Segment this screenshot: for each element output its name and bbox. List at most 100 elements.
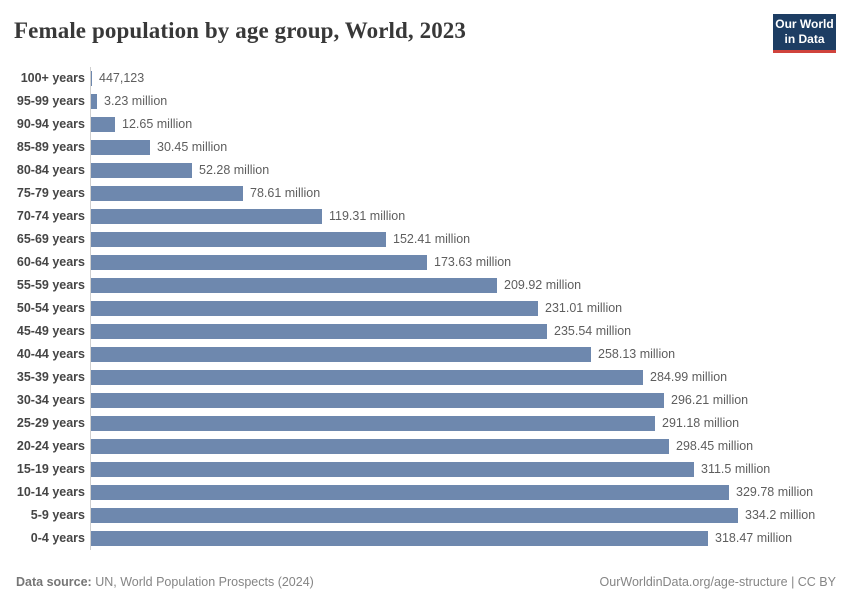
bar-track: 152.41 million [90, 228, 836, 251]
category-label: 45-49 years [16, 324, 85, 338]
bar-row: 10-14 years 329.78 million [14, 481, 836, 504]
bar [91, 485, 729, 500]
value-label: 3.23 million [104, 94, 168, 108]
bar [91, 531, 708, 546]
bar-track: 447,123 [90, 67, 836, 90]
bar [91, 439, 669, 454]
data-source-label: Data source: [16, 575, 92, 589]
owid-logo: Our World in Data [773, 14, 836, 53]
category-label: 70-74 years [16, 209, 85, 223]
value-label: 447,123 [99, 71, 145, 85]
bar [91, 94, 97, 109]
bar-track: 173.63 million [90, 251, 836, 274]
bar-track: 311.5 million [90, 458, 836, 481]
value-label: 334.2 million [745, 508, 816, 522]
bar-row: 30-34 years 296.21 million [14, 389, 836, 412]
chart-header: Female population by age group, World, 2… [14, 14, 836, 62]
bar-track: 3.23 million [90, 90, 836, 113]
bar [91, 140, 150, 155]
bar-track: 296.21 million [90, 389, 836, 412]
bar-track: 284.99 million [90, 366, 836, 389]
value-label: 231.01 million [545, 301, 623, 315]
bar-track: 329.78 million [90, 481, 836, 504]
bar-row: 0-4 years 318.47 million [14, 527, 836, 550]
value-label: 173.63 million [434, 255, 512, 269]
category-label: 10-14 years [16, 485, 85, 499]
category-label: 20-24 years [16, 439, 85, 453]
value-label: 311.5 million [701, 462, 771, 476]
bar-track: 318.47 million [90, 527, 836, 550]
bar-track: 12.65 million [90, 113, 836, 136]
bar-row: 45-49 years 235.54 million [14, 320, 836, 343]
bar [91, 186, 243, 201]
bar-row: 25-29 years 291.18 million [14, 412, 836, 435]
category-label: 75-79 years [16, 186, 85, 200]
value-label: 152.41 million [393, 232, 471, 246]
bar [91, 232, 386, 247]
category-label: 0-4 years [30, 531, 85, 545]
bar [91, 462, 694, 477]
bar-row: 90-94 years 12.65 million [14, 113, 836, 136]
bar [91, 117, 115, 132]
category-label: 50-54 years [16, 301, 85, 315]
value-label: 209.92 million [504, 278, 582, 292]
bar-track: 334.2 million [90, 504, 836, 527]
bar-track: 209.92 million [90, 274, 836, 297]
bar [91, 324, 547, 339]
category-label: 95-99 years [16, 94, 85, 108]
data-source-note: Data source: UN, World Population Prospe… [16, 575, 314, 589]
bar [91, 163, 192, 178]
bar-row: 40-44 years 258.13 million [14, 343, 836, 366]
bar-row: 85-89 years 30.45 million [14, 136, 836, 159]
owid-logo-line1: Our World [775, 17, 834, 31]
bar [91, 508, 738, 523]
value-label: 318.47 million [715, 531, 793, 545]
category-label: 80-84 years [16, 163, 85, 177]
bar-row: 55-59 years 209.92 million [14, 274, 836, 297]
category-label: 55-59 years [16, 278, 85, 292]
chart-footer: Data source: UN, World Population Prospe… [16, 575, 836, 589]
value-label: 291.18 million [662, 416, 740, 430]
value-label: 296.21 million [671, 393, 749, 407]
bar-row: 70-74 years 119.31 million [14, 205, 836, 228]
bar-row: 80-84 years 52.28 million [14, 159, 836, 182]
category-label: 85-89 years [16, 140, 85, 154]
bar-track: 119.31 million [90, 205, 836, 228]
category-label: 40-44 years [16, 347, 85, 361]
value-label: 284.99 million [650, 370, 728, 384]
bar-rows: 100+ years 447,123 95-99 years 3.23 million… [14, 67, 836, 550]
bar [91, 278, 497, 293]
bar-row: 20-24 years 298.45 million [14, 435, 836, 458]
bar [91, 416, 655, 431]
category-label: 5-9 years [30, 508, 85, 522]
bar-track: 78.61 million [90, 182, 836, 205]
bar [91, 209, 322, 224]
bar-row: 5-9 years 334.2 million [14, 504, 836, 527]
value-label: 78.61 million [250, 186, 321, 200]
chart-title: Female population by age group, World, 2… [14, 18, 467, 43]
data-source-value: UN, World Population Prospects (2024) [91, 575, 314, 589]
value-label: 119.31 million [329, 209, 406, 223]
category-label: 65-69 years [16, 232, 85, 246]
value-label: 12.65 million [122, 117, 193, 131]
value-label: 329.78 million [736, 485, 814, 499]
bar [91, 370, 643, 385]
bar-row: 60-64 years 173.63 million [14, 251, 836, 274]
value-label: 235.54 million [554, 324, 632, 338]
bar [91, 347, 591, 362]
value-label: 258.13 million [598, 347, 676, 361]
bar-row: 100+ years 447,123 [14, 67, 836, 90]
bar [91, 393, 664, 408]
category-label: 25-29 years [16, 416, 85, 430]
bar-row: 50-54 years 231.01 million [14, 297, 836, 320]
bar-row: 65-69 years 152.41 million [14, 228, 836, 251]
bar [91, 255, 427, 270]
category-label: 60-64 years [16, 255, 85, 269]
category-label: 35-39 years [16, 370, 85, 384]
bar [91, 301, 538, 316]
bar-track: 52.28 million [90, 159, 836, 182]
category-label: 90-94 years [16, 117, 85, 131]
value-label: 30.45 million [157, 140, 228, 154]
owid-logo-line2: in Data [784, 32, 825, 46]
